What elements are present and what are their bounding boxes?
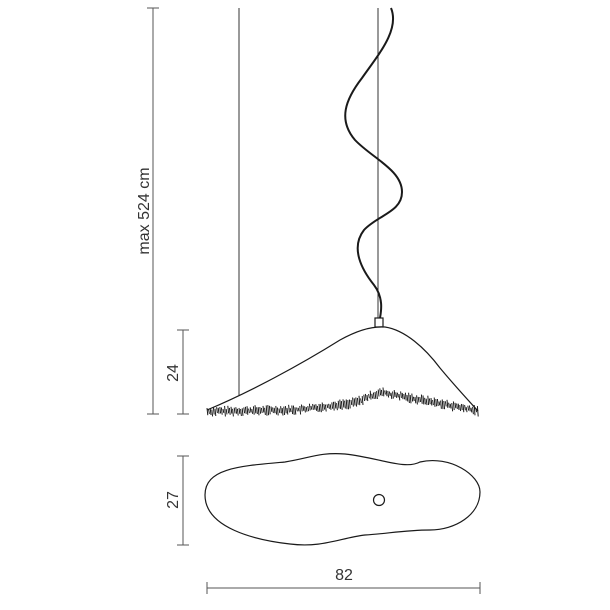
- shade-fringe: [206, 387, 479, 417]
- width-label: 82: [335, 567, 353, 584]
- fringe-strands: [206, 387, 479, 417]
- dimension-shade-depth: 27: [165, 455, 189, 546]
- dimension-shade-height: 24: [165, 329, 189, 415]
- max-height-label: max 524 cm: [136, 167, 153, 254]
- shade-depth-label: 27: [165, 491, 182, 509]
- cable-connector: [374, 317, 384, 328]
- power-cable: [344, 7, 404, 319]
- shade-side-outline: [206, 326, 479, 412]
- top-view: [204, 453, 481, 546]
- dimension-max-height: max 524 cm: [136, 7, 159, 415]
- shade-top-outline: [204, 453, 481, 546]
- side-elevation: [206, 7, 479, 417]
- dimension-width: 82: [206, 567, 481, 594]
- shade-height-label: 24: [165, 364, 182, 382]
- cable-entry-point: [372, 493, 386, 507]
